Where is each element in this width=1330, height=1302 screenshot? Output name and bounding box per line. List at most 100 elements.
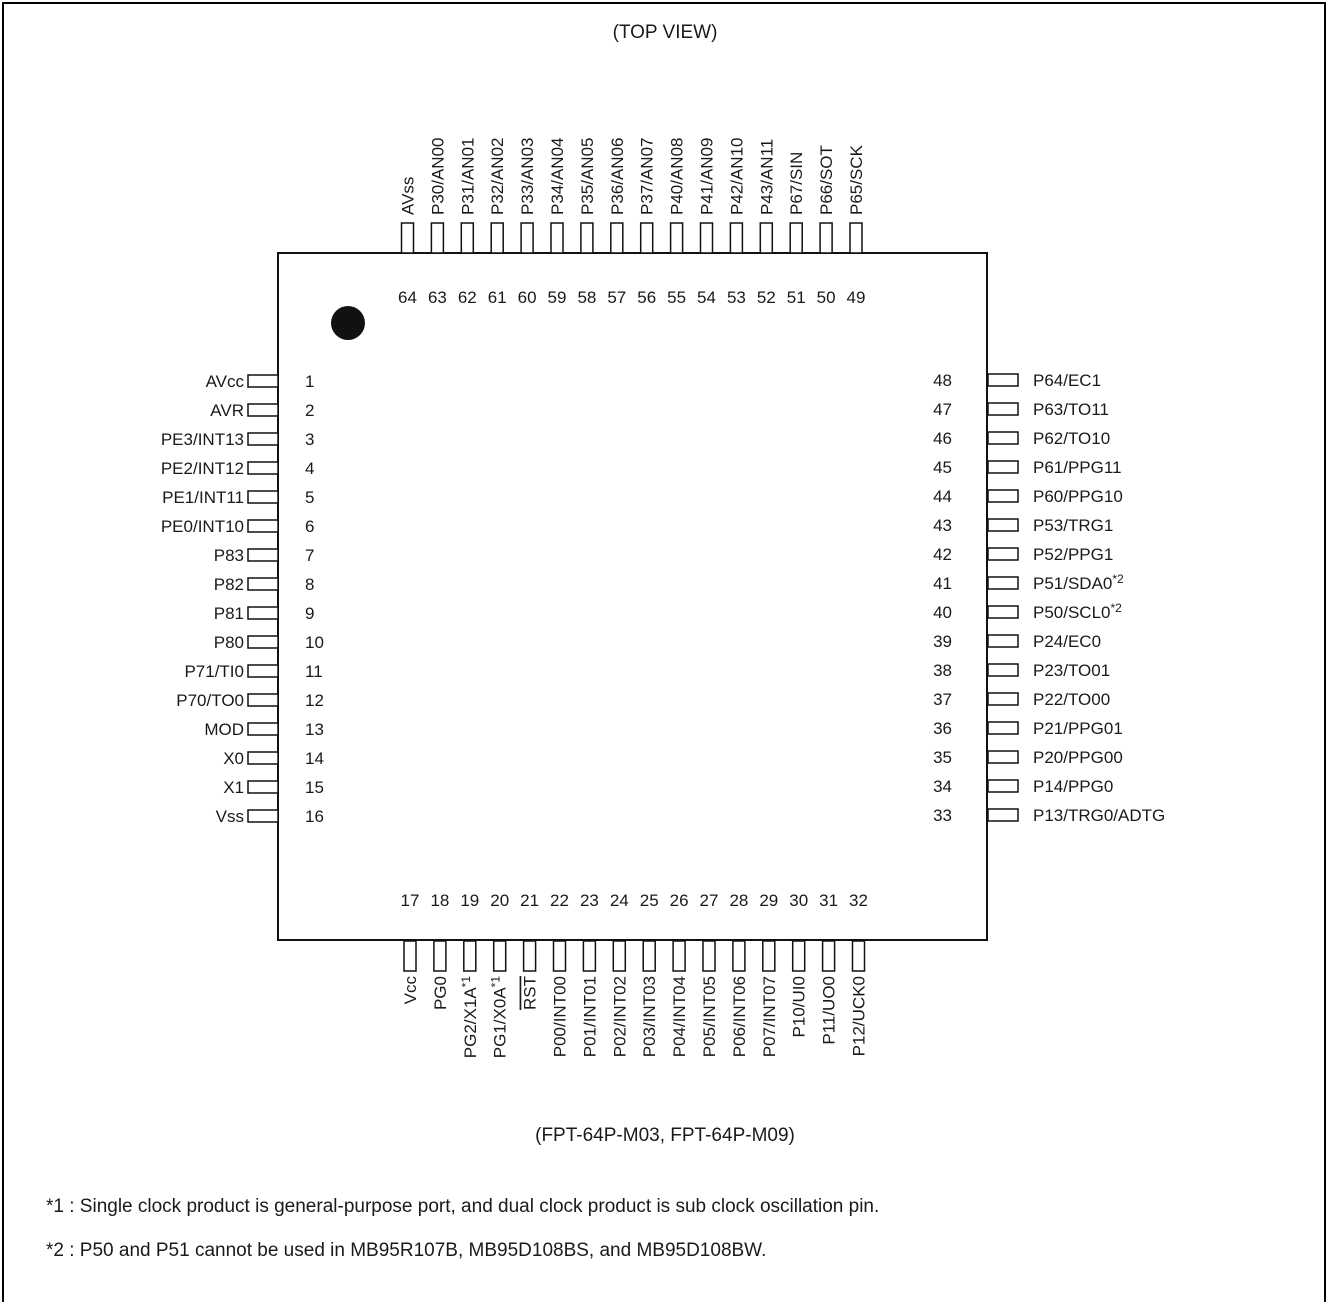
pin-9: P81 9 [214, 604, 315, 623]
pin-name-p33-an03: P33/AN03 [518, 138, 537, 216]
pin-number: 17 [401, 891, 420, 910]
pin-1: AVcc 1 [206, 372, 315, 391]
pin-label: X0 [223, 749, 244, 768]
pin-name-avss: AVss [399, 177, 418, 215]
pin-label: P23/TO01 [1033, 661, 1110, 680]
pin-30: P10/UI0 30 [789, 891, 808, 1037]
pin-name-p43-an11: P43/AN11 [757, 139, 776, 215]
pin-lead [463, 940, 477, 972]
pin-name-p82: P82 [214, 575, 244, 594]
pin-lead [987, 692, 1019, 706]
pin-lead [849, 222, 863, 254]
pin-number: 61 [488, 288, 507, 307]
pin-number: 7 [305, 546, 314, 565]
pin-number: 51 [787, 288, 806, 307]
pin-48: P64/EC1 48 [933, 371, 1101, 390]
pin-32: P12/UCK0 32 [849, 891, 868, 1056]
pin-lead [987, 402, 1019, 416]
pin-42: P52/PPG1 42 [933, 545, 1113, 564]
pin-number: 59 [548, 288, 567, 307]
pin-lead [821, 940, 836, 972]
pin-number: 6 [305, 517, 314, 536]
pin-name-pe3-int13: PE3/INT13 [161, 430, 244, 449]
pin-number: 62 [458, 288, 477, 307]
pin-number: 52 [757, 288, 776, 307]
pin-lead [987, 547, 1019, 561]
pin-number: 12 [305, 691, 324, 710]
pin-name-p20-ppg00: P20/PPG00 [1033, 748, 1123, 767]
pin-label: AVR [210, 401, 244, 420]
pin-lead [639, 222, 654, 254]
pin-lead [819, 222, 833, 254]
pin-lead [759, 222, 774, 254]
pin-name-pe2-int12: PE2/INT12 [161, 459, 244, 478]
pin-lead [987, 460, 1019, 474]
pin-6: PE0/INT10 6 [161, 517, 315, 536]
pin-lead [247, 780, 279, 794]
pin-number: 20 [490, 891, 509, 910]
pin-lead [987, 663, 1019, 677]
pin-23: P01/INT01 23 [580, 891, 599, 1057]
pin-name-p14-ppg0: P14/PPG0 [1033, 777, 1113, 796]
pin-38: P23/TO01 38 [933, 661, 1110, 680]
pin-label: P81 [214, 604, 244, 623]
pin-label: P70/TO0 [176, 691, 244, 710]
pin-28: P06/INT06 28 [729, 891, 748, 1057]
pin-39: P24/EC0 39 [933, 632, 1101, 651]
pin-number: 37 [933, 690, 952, 709]
pin-footnote-mark: *2 [1111, 601, 1123, 615]
pin-label: AVcc [206, 372, 245, 391]
pin-lead [851, 940, 866, 972]
pin-label: P31/AN01 [458, 138, 477, 216]
pin-name-avr: AVR [210, 401, 244, 420]
pin-name-p21-ppg01: P21/PPG01 [1033, 719, 1123, 738]
pin-lead [430, 222, 445, 254]
pin-name-p71-ti0: P71/TI0 [184, 662, 244, 681]
pin-lead [610, 222, 624, 254]
pin-name-rst: RST [521, 976, 540, 1010]
pin-label: PE2/INT12 [161, 459, 244, 478]
pin-label: P66/SOT [817, 145, 836, 215]
pin-label: MOD [204, 720, 244, 739]
pin-57: P36/AN06 57 [607, 138, 626, 308]
pin-label: P34/AN04 [548, 138, 567, 216]
pin-label: P42/AN10 [727, 138, 746, 216]
pin-name-p22-to00: P22/TO00 [1033, 690, 1110, 709]
pin-number: 55 [667, 288, 686, 307]
pin-name-p06-int06: P06/INT06 [730, 976, 749, 1057]
pin-lead [247, 722, 279, 736]
pin-27: P05/INT05 27 [700, 891, 719, 1057]
pin-number: 23 [580, 891, 599, 910]
pin-lead [247, 577, 279, 591]
pin-label: P21/PPG01 [1033, 719, 1123, 738]
pin-number: 42 [933, 545, 952, 564]
pin-number: 24 [610, 891, 629, 910]
pin-label: PG0 [431, 976, 450, 1010]
pin-47: P63/TO11 47 [933, 400, 1109, 419]
pin-footnote-mark: *1 [459, 976, 473, 988]
pin-name-p30-an00: P30/AN00 [428, 138, 447, 216]
pin-number: 27 [700, 891, 719, 910]
pin-number: 10 [305, 633, 324, 652]
footnote-1: *1 : Single clock product is general-pur… [46, 1196, 879, 1217]
pin-number: 1 [305, 372, 314, 391]
pin-label: Vss [216, 807, 244, 826]
pin-label: PG2/X1A*1 [459, 976, 480, 1059]
pin-20: PG1/X0A*1 20 [489, 891, 510, 1058]
pin-label: P32/AN02 [488, 138, 507, 216]
pin-label: P06/INT06 [730, 976, 749, 1057]
pin-50: P66/SOT 50 [817, 145, 836, 307]
pin-14: X0 14 [223, 749, 324, 768]
footnote-2: *2 : P50 and P51 cannot be used in MB95R… [46, 1240, 766, 1261]
pin-lead [987, 576, 1019, 590]
pin-name-p24-ec0: P24/EC0 [1033, 632, 1101, 651]
pin-19: PG2/X1A*1 19 [459, 891, 480, 1058]
pin-label: PE3/INT13 [161, 430, 244, 449]
pin-lead [612, 940, 627, 972]
pin-number: 46 [933, 429, 952, 448]
pin-lead [729, 222, 744, 254]
pin-34: P14/PPG0 34 [933, 777, 1113, 796]
pin-number: 54 [697, 288, 716, 307]
pin-49: P65/SCK 49 [847, 144, 866, 307]
